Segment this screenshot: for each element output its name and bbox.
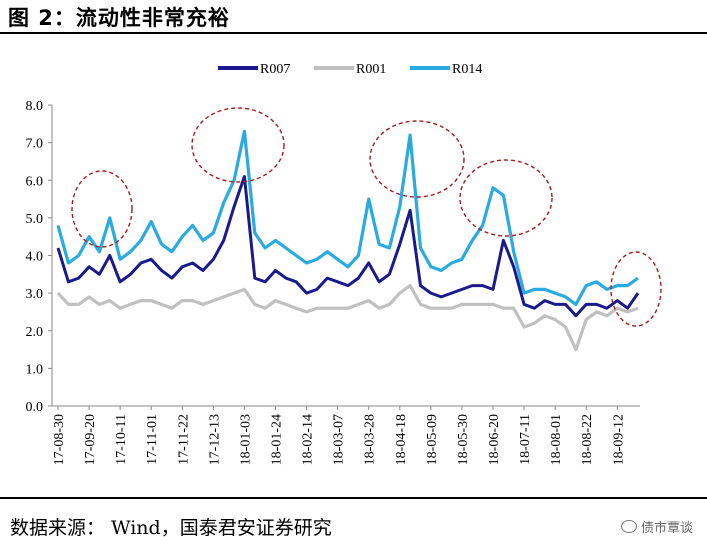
x-tick-label: 18-03-28 [363, 414, 378, 465]
x-tick-label: 18-05-09 [425, 414, 440, 465]
series-line-r001 [56, 284, 639, 352]
x-tick-label: 17-11-22 [176, 414, 191, 465]
highlight-ellipse [369, 120, 465, 198]
top-rule [0, 32, 707, 34]
y-tick-label: 4.0 [26, 250, 44, 265]
chart-axes: 0.0 1.0 2.0 3.0 4.0 5.0 6.0 7.0 8.0 17-08-30 17-09… [26, 99, 640, 465]
watermark: 债市覃谈 [620, 517, 693, 536]
chart-legend: R007 R001 R014 [218, 62, 482, 77]
legend-label-r001: R001 [356, 62, 386, 77]
y-tick-label: 2.0 [26, 325, 44, 340]
legend-label-r007: R007 [260, 62, 290, 77]
watermark-text: 债市覃谈 [640, 521, 693, 536]
y-tick-label: 0.0 [26, 400, 44, 415]
x-tick-label: 18-03-07 [332, 414, 347, 465]
series-line-r014 [56, 129, 639, 306]
y-tick-label: 7.0 [26, 137, 44, 152]
y-tick-label: 6.0 [26, 174, 44, 189]
chart-annotations [71, 107, 662, 327]
x-tick-label: 17-08-30 [52, 414, 67, 465]
x-tick-label: 18-06-20 [487, 414, 502, 465]
y-tick-label: 1.0 [26, 362, 44, 377]
x-tick-label: 18-09-12 [611, 414, 626, 465]
x-tick-label: 18-01-24 [270, 414, 285, 465]
series-line-r007 [56, 175, 640, 318]
y-tick-label: 5.0 [26, 212, 44, 227]
x-tick-label: 18-01-03 [238, 414, 253, 465]
highlight-ellipse [71, 170, 133, 248]
x-tick-label: 17-09-20 [83, 414, 98, 465]
source-note: 数据来源： Wind，国泰君安证券研究 [10, 517, 332, 539]
line-chart: R007 R001 R014 0.0 1.0 2.0 3.0 4.0 5.0 6.0 7.0 8.0… [26, 62, 662, 465]
x-tick-label: 18-07-11 [518, 414, 533, 465]
x-tick-label: 18-08-01 [549, 414, 564, 465]
highlight-ellipse [610, 251, 662, 327]
legend-label-r014: R014 [452, 62, 482, 77]
x-tick-label: 18-08-22 [580, 414, 595, 465]
x-tick-label: 17-10-11 [114, 414, 129, 465]
x-tick-label: 18-02-14 [301, 414, 316, 465]
x-tick-label: 17-12-13 [207, 414, 222, 465]
x-tick-label: 18-04-18 [394, 414, 409, 465]
y-tick-label: 3.0 [26, 287, 44, 302]
figure-title: 图 2：流动性非常充裕 [8, 6, 230, 30]
highlight-ellipse [459, 159, 553, 237]
y-tick-label: 8.0 [26, 99, 44, 114]
x-tick-label: 18-05-30 [456, 414, 471, 465]
highlight-ellipse [191, 107, 285, 183]
wechat-icon [620, 520, 637, 533]
bottom-rule [0, 497, 707, 499]
chart-series [56, 129, 640, 352]
x-tick-label: 17-11-01 [145, 414, 160, 465]
